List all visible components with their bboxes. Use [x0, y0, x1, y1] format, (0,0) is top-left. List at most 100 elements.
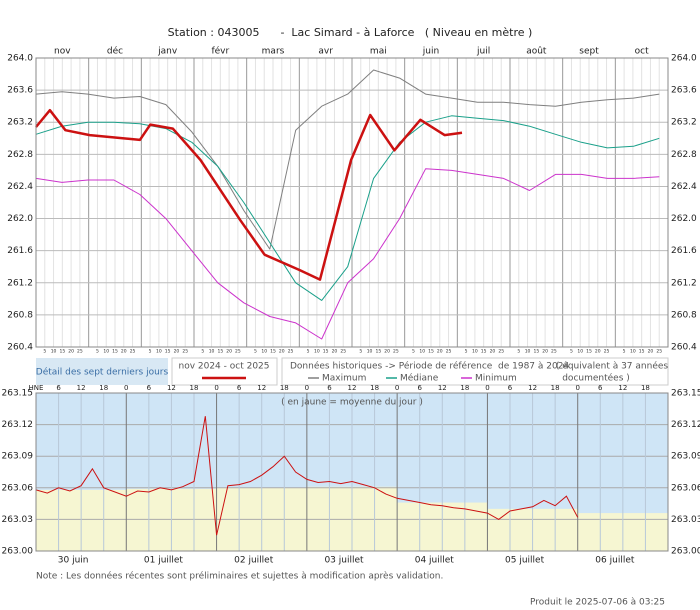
day-tick-label: 25	[393, 349, 399, 355]
day-tick-label: 10	[577, 349, 583, 355]
day-tick-label: 5	[201, 349, 204, 355]
detail-link-box[interactable]	[36, 358, 168, 385]
day-tick-label: 5	[517, 349, 520, 355]
y2-tick-label: 263.6	[671, 86, 697, 96]
y-tick-label: 263.12	[2, 420, 34, 430]
hour-tick-label: 6	[508, 384, 513, 392]
day-tick-label: 10	[103, 349, 109, 355]
day-tick-label: 15	[375, 349, 381, 355]
day-label: 04 juillet	[415, 556, 455, 566]
legend-label: Médiane	[400, 373, 439, 384]
day-tick-label: 20	[174, 349, 180, 355]
series-line	[35, 69, 660, 250]
month-label: févr	[211, 46, 229, 57]
hour-tick-label: 0	[485, 384, 489, 392]
y-tick-label: 263.00	[2, 547, 34, 557]
day-label: 30 juin	[58, 556, 89, 566]
hour-tick-label: 12	[348, 384, 357, 392]
day-tick-label: 5	[96, 349, 99, 355]
series-line	[35, 416, 579, 536]
day-tick-label: 20	[490, 349, 496, 355]
day-tick-label: 25	[604, 349, 610, 355]
day-tick-label: 5	[359, 349, 362, 355]
day-tick-label: 5	[412, 349, 415, 355]
y-tick-label: 263.06	[2, 483, 34, 493]
month-label: déc	[107, 46, 123, 57]
day-tick-label: 10	[209, 349, 215, 355]
day-tick-label: 10	[51, 349, 57, 355]
month-label: nov	[54, 47, 71, 57]
day-label: 01 juillet	[144, 556, 184, 566]
hour-tick-label: 18	[370, 384, 379, 392]
hour-tick-label: 6	[417, 384, 422, 392]
detail-link[interactable]: Détail des sept derniers jours	[36, 367, 169, 378]
day-tick-label: 5	[307, 349, 310, 355]
hour-tick-label: 12	[528, 384, 537, 392]
month-label: juil	[476, 47, 490, 57]
y-tick-label: 263.6	[7, 86, 33, 96]
day-tick-label: 20	[384, 349, 390, 355]
day-tick-label: 25	[130, 349, 136, 355]
historical-label: Données historiques -> Période de référe…	[290, 361, 569, 372]
day-label: 03 juillet	[324, 556, 364, 566]
day-tick-label: 25	[340, 349, 346, 355]
y2-tick-label: 262.4	[671, 182, 697, 192]
y2-tick-label: 264.0	[671, 54, 697, 64]
day-label: 06 juillet	[595, 556, 635, 566]
day-tick-label: 15	[217, 349, 223, 355]
y-tick-label: 262.4	[7, 182, 33, 192]
legend-label: Maximum	[322, 374, 366, 384]
y2-tick-label: 261.2	[671, 278, 697, 288]
legend-label: nov 2024 - oct 2025	[178, 362, 269, 372]
day-label: 02 juillet	[234, 556, 274, 566]
hour-tick-label: 6	[56, 384, 61, 392]
hour-tick-label: 6	[147, 384, 152, 392]
hour-tick-label: 0	[124, 384, 128, 392]
hour-tick-label: 0	[305, 384, 309, 392]
y2-tick-label: 263.2	[671, 118, 697, 128]
equivalence-label: documentées )	[562, 373, 630, 384]
day-tick-label: 10	[367, 349, 373, 355]
day-tick-label: 10	[156, 349, 162, 355]
day-label: 05 juillet	[505, 556, 545, 566]
hour-tick-label: 12	[257, 384, 266, 392]
legend-label: Minimum	[475, 374, 517, 384]
day-tick-label: 25	[551, 349, 557, 355]
day-tick-label: 5	[43, 349, 46, 355]
day-tick-label: 5	[623, 349, 626, 355]
y2-tick-label: 263.00	[671, 547, 700, 557]
month-label: avr	[318, 47, 333, 57]
day-tick-label: 25	[235, 349, 241, 355]
day-tick-label: 20	[121, 349, 127, 355]
day-tick-label: 25	[498, 349, 504, 355]
y-tick-label: 260.4	[7, 343, 33, 353]
plot-frame	[35, 57, 669, 348]
hour-tick-label: 18	[99, 384, 108, 392]
day-tick-label: 20	[226, 349, 232, 355]
day-tick-label: 5	[254, 349, 257, 355]
hour-tick-label: 6	[598, 384, 603, 392]
y-tick-label: 263.15	[2, 389, 34, 399]
y2-tick-label: 262.0	[671, 214, 697, 224]
day-tick-label: 5	[465, 349, 468, 355]
y2-tick-label: 263.12	[671, 420, 700, 430]
y2-tick-label: 260.8	[671, 310, 697, 320]
hour-tick-label: 0	[395, 384, 399, 392]
y-tick-label: 262.8	[7, 150, 33, 160]
day-tick-label: 25	[182, 349, 188, 355]
y-tick-label: 264.0	[7, 54, 33, 64]
month-label: sept	[579, 47, 599, 57]
month-label: août	[526, 47, 547, 57]
plot-frame	[35, 392, 669, 552]
y2-tick-label: 263.06	[671, 483, 700, 493]
month-label: janv	[157, 47, 178, 57]
hour-tick-label: 18	[641, 384, 650, 392]
y-tick-label: 261.6	[7, 246, 33, 256]
day-tick-label: 25	[77, 349, 83, 355]
day-tick-label: 20	[542, 349, 548, 355]
month-label: oct	[635, 47, 649, 57]
hour-tick-label: 12	[438, 384, 447, 392]
day-tick-label: 10	[472, 349, 478, 355]
month-label: mai	[370, 47, 387, 57]
hour-tick-label: 12	[167, 384, 176, 392]
